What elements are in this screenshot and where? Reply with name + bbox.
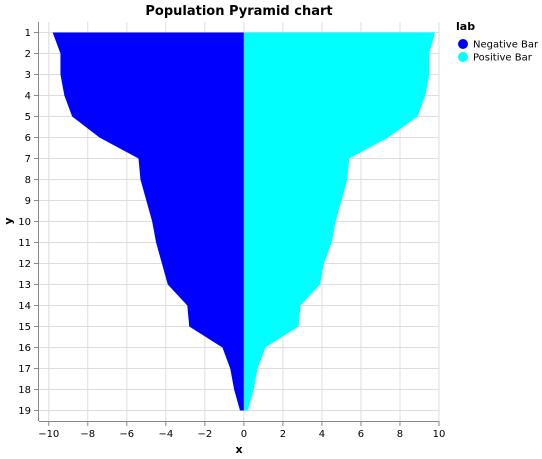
- x-tick-label: 6: [358, 429, 364, 440]
- y-tick-label: 17: [18, 364, 31, 375]
- y-tick-label: 10: [18, 217, 31, 228]
- y-tick-label: 5: [25, 112, 31, 123]
- x-axis-title: x: [235, 443, 242, 456]
- legend-title: lab: [456, 20, 475, 33]
- y-tick-label: 15: [18, 322, 31, 333]
- y-tick-label: 3: [25, 70, 31, 81]
- y-tick-label: 16: [18, 343, 31, 354]
- y-tick-label: 1: [25, 28, 31, 39]
- x-tick-label: 2: [280, 429, 286, 440]
- y-tick-label: 13: [18, 280, 31, 291]
- y-tick-label: 11: [18, 238, 31, 249]
- x-tick-label: −8: [80, 429, 95, 440]
- x-tick-label: −2: [197, 429, 212, 440]
- legend-symbol: [458, 39, 468, 49]
- y-tick-label: 12: [18, 259, 31, 270]
- x-tick-label: −6: [119, 429, 134, 440]
- x-tick-label: 4: [319, 429, 325, 440]
- y-tick-label: 18: [18, 385, 31, 396]
- plot-areas: [52, 32, 436, 411]
- x-tick-label: 10: [433, 429, 446, 440]
- y-tick-label: 2: [25, 49, 31, 60]
- y-tick-label: 8: [25, 175, 31, 186]
- legend-label: Negative Bar: [473, 40, 539, 51]
- y-tick-label: 19: [18, 406, 31, 417]
- x-tick-label: 0: [241, 429, 247, 440]
- x-tick-label: −10: [38, 429, 59, 440]
- y-tick-label: 6: [25, 133, 31, 144]
- legend-symbol: [458, 52, 468, 62]
- y-tick-label: 9: [25, 196, 31, 207]
- x-tick-label: −4: [158, 429, 173, 440]
- x-tick-label: 8: [397, 429, 403, 440]
- y-tick-label: 14: [18, 301, 31, 312]
- area-negative-bar: [52, 32, 244, 411]
- y-tick-label: 7: [25, 154, 31, 165]
- chart-title: Population Pyramid chart: [145, 4, 332, 19]
- legend-label: Positive Bar: [473, 53, 533, 64]
- y-axis-title: y: [2, 217, 15, 224]
- legend: lab Negative Bar Positive Bar: [456, 20, 539, 64]
- y-tick-label: 4: [25, 91, 31, 102]
- area-positive-bar: [243, 32, 436, 411]
- axes: −10 −8 −6 −4 −2 0 2 4 6 8 101234567891011121314151…: [18, 22, 445, 440]
